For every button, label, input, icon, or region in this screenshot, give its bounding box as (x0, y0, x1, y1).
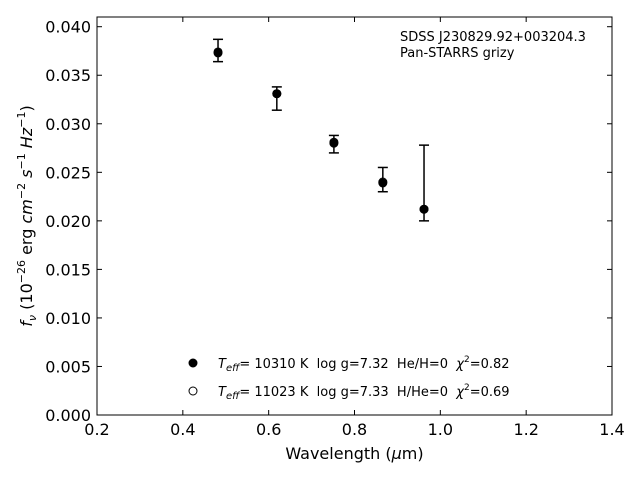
y-tick-label: 0.005 (45, 357, 91, 376)
x-tick-label: 0.2 (84, 420, 109, 439)
legend-marker-open (188, 386, 198, 396)
legend: Teff= 10310 K log g=7.32 He/H=0 χ2=0.82 … (188, 355, 510, 402)
y-tick-label: 0.035 (45, 66, 91, 85)
x-tick-label: 1.2 (513, 420, 538, 439)
x-tick-label: 1.0 (428, 420, 453, 439)
axis-ticks (96, 17, 613, 416)
legend-label-1: Teff= 10310 K log g=7.32 He/H=0 χ2=0.82 (218, 355, 510, 374)
model-point-open (272, 89, 282, 99)
x-axis-title: Wavelength (μm) (285, 444, 423, 463)
y-tick-label: 0.000 (45, 406, 91, 425)
model-point-open (213, 47, 223, 57)
x-tick-label: 0.8 (342, 420, 367, 439)
model-point-open (329, 137, 339, 147)
y-axis-title: fν (10−26 erg cm−2 s−1 Hz−1) (15, 105, 39, 326)
annotation-line-2: Pan-STARRS grizy (400, 46, 515, 61)
axis-tick-labels: 0.2 0.4 0.6 0.8 1.0 1.2 1.4 0.000 0.005 0.010 0.01… (45, 18, 625, 439)
model-point-open (419, 204, 429, 214)
x-tick-label: 0.6 (256, 420, 281, 439)
y-tick-label: 0.010 (45, 309, 91, 328)
plot-area (96, 16, 613, 416)
legend-label-2: Teff= 11023 K log g=7.33 H/He=0 χ2=0.69 (218, 383, 510, 402)
y-tick-label: 0.020 (45, 212, 91, 231)
y-tick-label: 0.015 (45, 260, 91, 279)
x-tick-label: 0.4 (170, 420, 195, 439)
legend-marker-filled (188, 358, 198, 368)
model-point-open (378, 177, 388, 187)
annotation-line-1: SDSS J230829.92+003204.3 (400, 30, 586, 45)
error-bars (213, 38, 430, 222)
data-markers (213, 47, 429, 214)
y-tick-label: 0.025 (45, 163, 91, 182)
x-tick-label: 1.4 (599, 420, 624, 439)
y-tick-label: 0.030 (45, 115, 91, 134)
y-tick-label: 0.040 (45, 18, 91, 37)
